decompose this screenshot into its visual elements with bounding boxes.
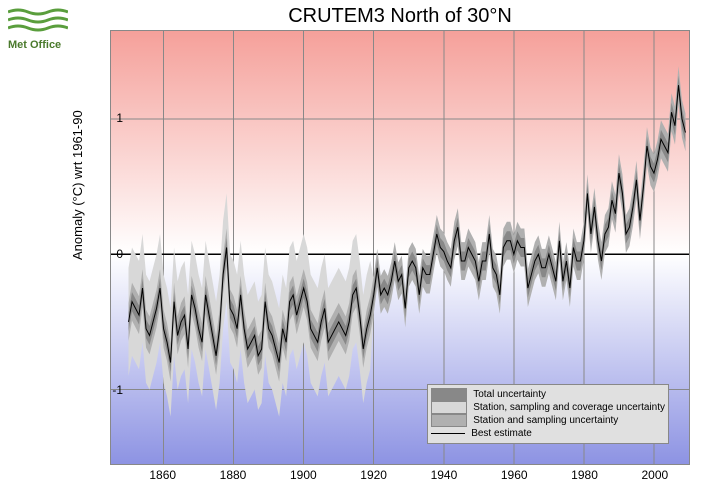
legend-swatch: [431, 414, 467, 427]
legend-row: Station, sampling and coverage uncertain…: [431, 401, 665, 414]
x-tick-label: 1940: [431, 468, 458, 482]
wave-icon: [8, 8, 78, 37]
legend-swatch: [431, 388, 467, 401]
legend-row: Total uncertainty: [431, 388, 665, 401]
legend-row: Best estimate: [431, 427, 665, 440]
legend-swatch: [431, 401, 467, 414]
y-axis-label: Anomaly (°C) wrt 1961-90: [70, 110, 85, 260]
legend-label: Station, sampling and coverage uncertain…: [473, 402, 665, 413]
y-tick-label: 1: [93, 111, 123, 125]
x-tick-label: 1920: [360, 468, 387, 482]
legend-row: Station and sampling uncertainty: [431, 414, 665, 427]
x-tick-label: 1880: [220, 468, 247, 482]
x-tick-label: 1960: [501, 468, 528, 482]
y-tick-label: -1: [93, 383, 123, 397]
x-tick-label: 1900: [290, 468, 317, 482]
met-office-logo: Met Office: [8, 8, 78, 51]
chart-title: CRUTEM3 North of 30°N: [110, 5, 690, 28]
legend-label: Station and sampling uncertainty: [473, 415, 618, 426]
legend-line-icon: [431, 433, 465, 434]
legend-label: Total uncertainty: [473, 389, 546, 400]
page-root: Met Office CRUTEM3 North of 30°N Anomaly…: [0, 0, 708, 504]
plot-area: Total uncertainty Station, sampling and c…: [110, 30, 690, 465]
legend-box: Total uncertainty Station, sampling and c…: [427, 384, 669, 444]
x-tick-label: 2000: [641, 468, 668, 482]
y-tick-label: 0: [93, 247, 123, 261]
legend-label: Best estimate: [471, 428, 532, 439]
logo-text: Met Office: [8, 39, 78, 51]
x-tick-label: 1980: [571, 468, 598, 482]
x-tick-label: 1860: [149, 468, 176, 482]
